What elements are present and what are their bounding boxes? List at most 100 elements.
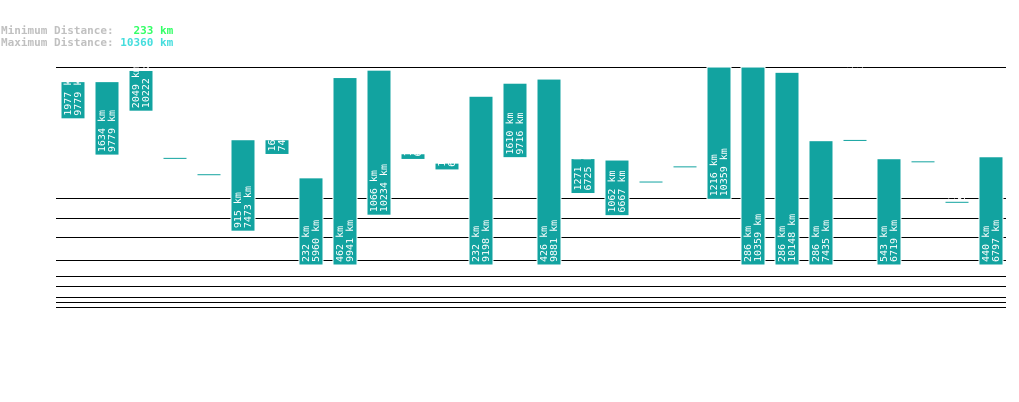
distance-bar: [94, 81, 120, 156]
distance-bar: [910, 160, 936, 164]
distance-bar: [230, 139, 256, 232]
bar-group: 286 km 10359 km: [740, 66, 766, 266]
bar-group: 1216 km 10359 km: [706, 66, 732, 200]
bar-group: 915 km 7473 km: [230, 139, 256, 232]
bar-min-label: 543 km: [879, 226, 890, 262]
bar-max-label: 9716 km: [515, 112, 526, 154]
distance-bar: [944, 200, 970, 204]
distance-bar: [978, 156, 1004, 266]
bar-group: 426 km 9881 km: [536, 78, 562, 266]
min-distance-label: Minimum Distance:: [1, 24, 114, 37]
distance-bar: [400, 153, 426, 160]
bar-max-label: 9779 km: [107, 110, 118, 152]
bar-group: 462 km 9941 km: [332, 77, 358, 266]
bar-min-label: 915 km: [233, 192, 244, 228]
bar-min-label: 1216 km: [709, 154, 720, 196]
distance-bar: [264, 139, 290, 155]
bar-group: 1634 km 9779 km: [94, 81, 120, 156]
distance-bar: [536, 78, 562, 266]
bar-group: 1062 km 6667 km: [604, 159, 630, 217]
bar-group: 2049 km 10222 km: [128, 60, 154, 112]
distance-bar: [672, 165, 698, 169]
distance-bar: [808, 140, 834, 266]
bar-max-label: 9779 km: [73, 74, 84, 116]
max-distance-label: Maximum Distance:: [1, 36, 114, 49]
bar-max-label: 5834 km: [651, 101, 662, 143]
bar-group: 440 km 6797 km: [978, 156, 1004, 266]
bar-max-label: 6636 km: [923, 102, 934, 144]
bar-max-label: 6124 km: [209, 75, 220, 117]
bar-group: 286 km 10148 km: [774, 71, 800, 266]
distance-bar: [162, 156, 188, 160]
distance-bar: [740, 66, 766, 266]
bar-group: 232 km 5960 km: [298, 177, 324, 266]
distance-bar: [298, 177, 324, 266]
distance-bar: [60, 81, 86, 120]
bar-min-label: 286 km: [777, 226, 788, 262]
distance-bar: [128, 69, 154, 112]
bar-group: 1593 km 6916 km: [400, 114, 426, 160]
min-distance-line: Minimum Distance: 233 km: [1, 25, 173, 37]
max-distance-line: Maximum Distance: 10360 km: [1, 37, 173, 49]
bar-min-label: 1182 km: [947, 158, 958, 200]
bar-min-label: 1271 km: [573, 148, 584, 190]
bar-max-label: 10222 km: [141, 60, 152, 108]
bar-max-label: 6436 km: [685, 74, 696, 116]
bar-min-label: 1719 km: [641, 101, 652, 143]
bar-min-label: 1710 km: [913, 102, 924, 144]
bar-max-label: 7473 km: [277, 109, 288, 151]
bar-max-label: 6797 km: [991, 220, 1002, 262]
bar-min-label: 1977 km: [63, 74, 74, 116]
distance-bar: [196, 173, 222, 177]
bar-max-label: 6916 km: [413, 114, 424, 156]
bar-max-label: 5029 km: [957, 158, 968, 200]
bar-max-label: 6725 km: [583, 148, 594, 190]
distance-bar: [604, 159, 630, 217]
bar-group: 1748 km 6773 km: [162, 98, 188, 160]
bar-group: 1066 km 10234 km: [366, 69, 392, 216]
distance-bar: [332, 77, 358, 266]
max-distance-value: 10360 km: [120, 36, 174, 49]
bar-group: 1967 km 6124 km: [196, 75, 222, 177]
bar-max-label: 10359 km: [719, 148, 730, 196]
bar-group: 1182 km 5029 km: [944, 158, 970, 204]
bar-min-label: 1494 km: [437, 125, 448, 167]
bar-min-label: 1978 km: [675, 74, 686, 116]
bar-max-label: 5960 km: [311, 220, 322, 262]
bar-max-label: 6719 km: [889, 220, 900, 262]
distance-bar: [366, 69, 392, 216]
distance-bar: [502, 82, 528, 159]
distance-bar: [434, 162, 460, 171]
bar-max-label: 9881 km: [549, 220, 560, 262]
distance-bar: [842, 138, 868, 142]
distance-bar: [774, 71, 800, 266]
bar-min-label: 1593 km: [403, 114, 414, 156]
bar-group: 1977 km 9779 km: [60, 74, 86, 120]
bar-group: 543 km 6719 km: [876, 158, 902, 266]
bar-min-label: 232 km: [471, 226, 482, 262]
distance-bar: [706, 66, 732, 200]
bar-group: 232 km 9198 km: [468, 95, 494, 266]
bar-max-label: 9941 km: [345, 220, 356, 262]
bar-min-label: 232 km: [301, 226, 312, 262]
bar-min-label: 462 km: [335, 226, 346, 262]
min-distance-value: 233 km: [133, 24, 174, 37]
bar-max-label: 10234 km: [379, 164, 390, 212]
bar-min-label: 1066 km: [369, 170, 380, 212]
bar-min-label: 1640 km: [267, 109, 278, 151]
bar-group: 1640 km 7473 km: [264, 109, 290, 155]
bar-max-label: 6544 km: [447, 125, 458, 167]
bar-min-label: 1748 km: [165, 98, 176, 140]
bar-min-label: 286 km: [743, 226, 754, 262]
bar-max-label: 10359 km: [753, 214, 764, 262]
bar-group: 286 km 7435 km: [808, 140, 834, 266]
bar-max-label: 10148 km: [787, 214, 798, 262]
distance-bar: [468, 95, 494, 266]
bar-max-label: 6667 km: [617, 170, 628, 212]
bar-min-label: 286 km: [811, 226, 822, 262]
distance-summary: Minimum Distance: 233 km Maximum Distance…: [1, 25, 173, 49]
bar-min-label: 1610 km: [505, 112, 516, 154]
bar-group: 2097 km 7485 km: [842, 61, 868, 142]
bar-group: 1719 km 5834 km: [638, 101, 664, 184]
